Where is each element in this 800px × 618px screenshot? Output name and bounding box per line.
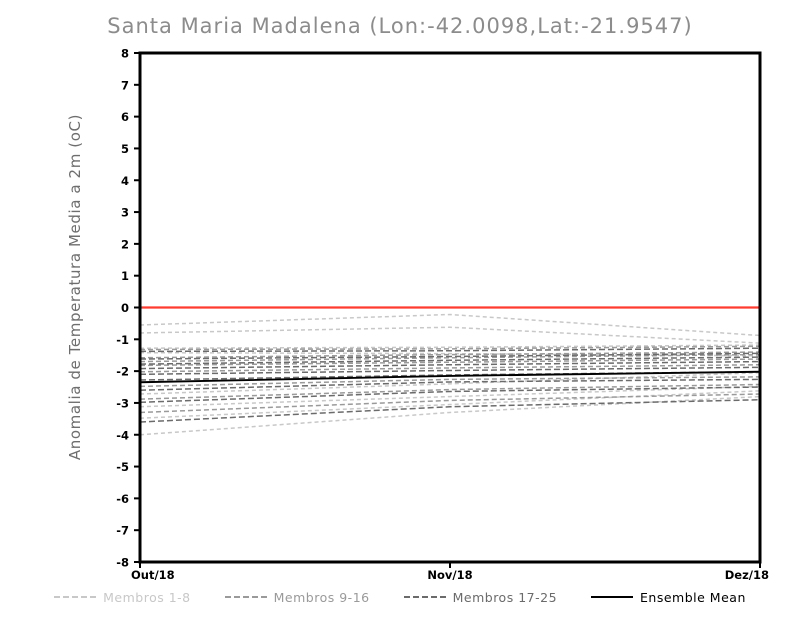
series-line bbox=[139, 399, 761, 423]
series-line bbox=[139, 393, 761, 414]
series-line bbox=[139, 347, 761, 353]
legend-swatch-icon bbox=[591, 596, 634, 598]
y-tick-label: 7 bbox=[121, 78, 129, 92]
series-line bbox=[139, 351, 761, 359]
y-tick-label: -8 bbox=[116, 556, 129, 570]
y-tick-label: 4 bbox=[121, 174, 129, 188]
series-line bbox=[139, 371, 761, 395]
y-axis-ticks: 8 7 6 5 4 3 2 1 0 -1 -2 -3 -4 -5 -6 -7 -8 bbox=[116, 47, 140, 570]
legend-item[interactable]: Membros 17-25 bbox=[403, 589, 558, 605]
series-line bbox=[139, 366, 761, 376]
page-title: Santa Maria Madalena (Lon:-42.0098,Lat:-… bbox=[107, 14, 693, 38]
legend-label: Ensemble Mean bbox=[640, 589, 746, 605]
legend-item[interactable]: Membros 9-16 bbox=[224, 589, 370, 605]
series-line bbox=[139, 364, 761, 373]
legend-swatch-icon bbox=[403, 596, 446, 598]
x-tick-label: Out/18 bbox=[131, 568, 175, 582]
x-axis-ticks: Out/18 Nov/18 Dez/18 bbox=[131, 562, 769, 582]
series-line bbox=[139, 385, 761, 408]
y-tick-label: 3 bbox=[121, 206, 129, 220]
legend-label: Membros 17-25 bbox=[452, 589, 558, 605]
y-tick-label: -7 bbox=[116, 524, 129, 538]
series-line bbox=[139, 351, 761, 357]
series-line bbox=[139, 353, 761, 363]
legend-label: Membros 9-16 bbox=[273, 589, 370, 605]
series-line bbox=[139, 358, 761, 367]
y-tick-label: 8 bbox=[121, 47, 129, 61]
series-line bbox=[139, 344, 761, 349]
y-tick-label: 1 bbox=[121, 269, 129, 283]
y-tick-label: -4 bbox=[116, 428, 129, 442]
chart-legend: Membros 1-8 Membros 9-16 Membros 17-25 Ense… bbox=[0, 586, 800, 608]
x-tick-label: Dez/18 bbox=[725, 568, 769, 582]
series-line bbox=[139, 370, 761, 384]
series-line bbox=[139, 376, 761, 388]
series-line bbox=[139, 378, 761, 391]
y-tick-label: 0 bbox=[121, 301, 129, 315]
legend-swatch-icon bbox=[54, 596, 97, 598]
legend-swatch-icon bbox=[224, 596, 267, 598]
series-line bbox=[139, 390, 761, 419]
series-line bbox=[139, 326, 761, 344]
y-tick-label: 2 bbox=[121, 237, 129, 251]
series-line bbox=[139, 352, 761, 360]
series-group bbox=[139, 313, 761, 436]
legend-item[interactable]: Membros 1-8 bbox=[54, 590, 191, 605]
y-tick-label: -1 bbox=[116, 333, 129, 347]
series-line bbox=[139, 395, 761, 436]
y-tick-label: -6 bbox=[116, 492, 129, 506]
legend-label: Membros 1-8 bbox=[103, 589, 191, 605]
y-tick-label: -3 bbox=[116, 396, 129, 410]
series-line bbox=[139, 386, 761, 404]
series-line bbox=[139, 313, 761, 337]
y-tick-label: 5 bbox=[121, 142, 129, 156]
legend-item[interactable]: Ensemble Mean bbox=[591, 590, 746, 605]
series-line bbox=[139, 345, 761, 351]
x-tick-label: Nov/18 bbox=[427, 568, 472, 582]
series-line bbox=[139, 360, 761, 370]
y-tick-label: -2 bbox=[116, 365, 129, 379]
y-tick-label: 6 bbox=[121, 110, 129, 124]
y-tick-label: -5 bbox=[116, 460, 129, 474]
series-line bbox=[139, 356, 761, 365]
series-line bbox=[139, 383, 761, 400]
